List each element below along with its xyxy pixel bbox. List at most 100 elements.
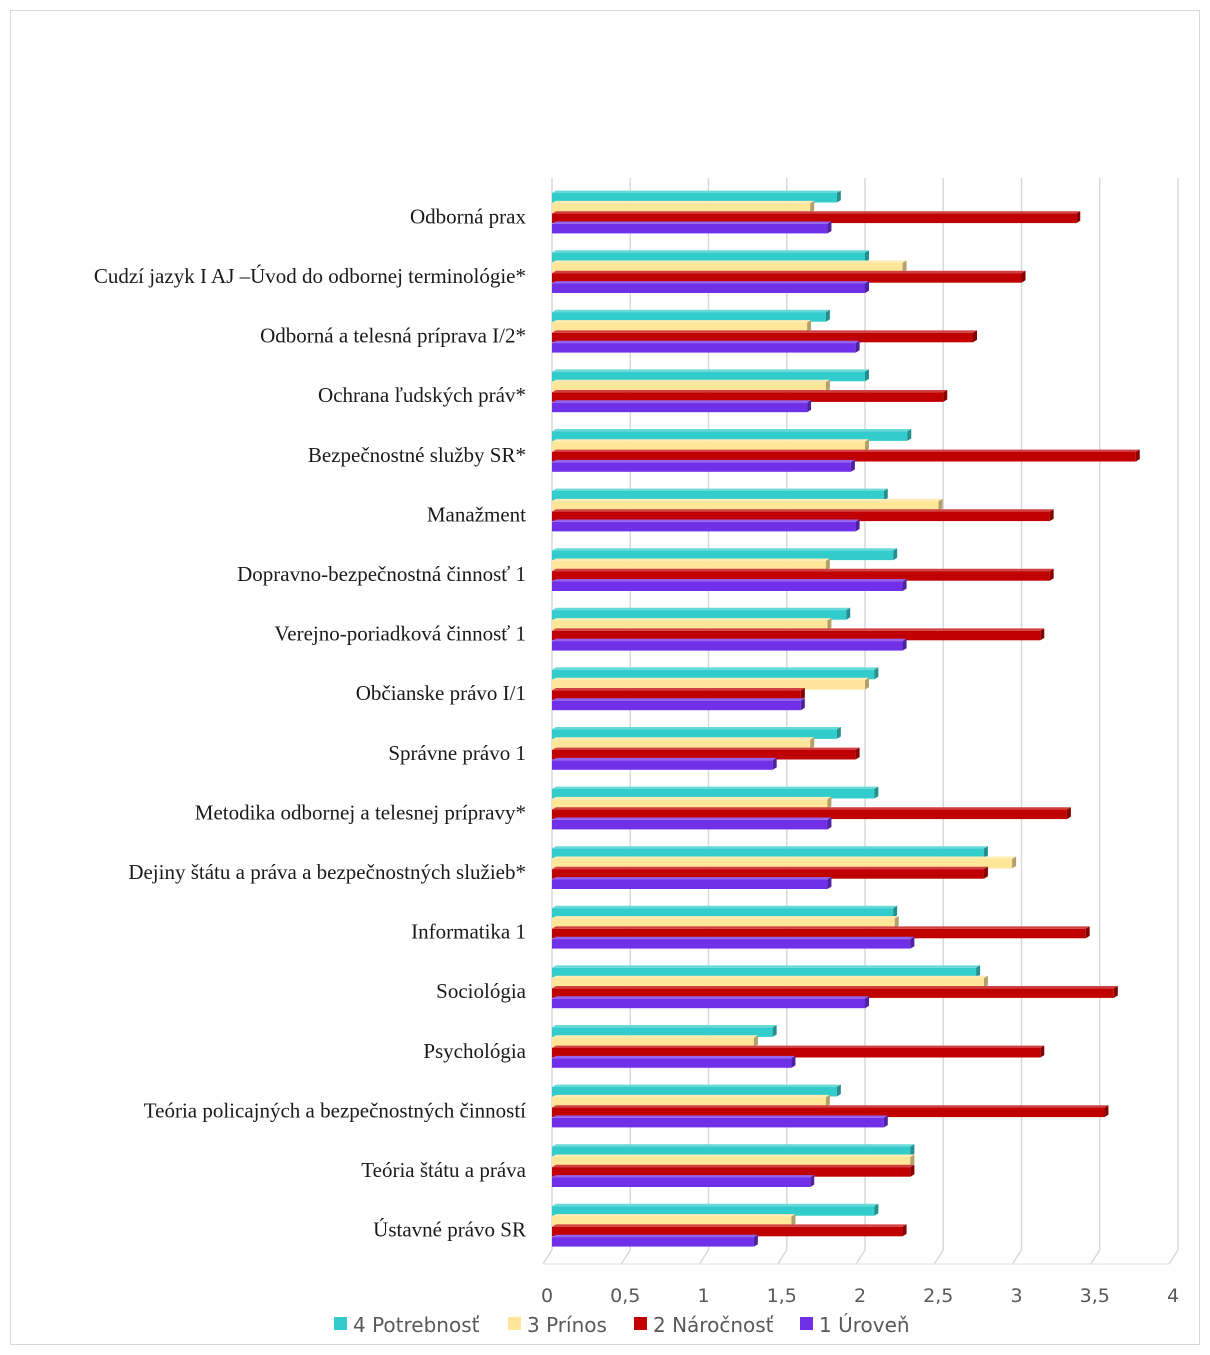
bar-end: [865, 281, 869, 293]
bar-end: [865, 439, 869, 452]
bar-top: [552, 1105, 1109, 1108]
bar-top: [552, 1164, 915, 1168]
bar: [552, 203, 811, 213]
category-label: Informatika 1: [411, 920, 526, 944]
bar-top: [552, 270, 1026, 274]
bar-end: [753, 1234, 758, 1247]
bar-top: [552, 1214, 796, 1217]
bar: [552, 1027, 773, 1037]
x-tick-label: 3,5: [1080, 1285, 1110, 1307]
bar-top: [552, 429, 912, 432]
bar-end: [910, 1164, 915, 1177]
bar: [552, 680, 865, 690]
bar: [552, 343, 856, 353]
bar-end: [983, 975, 988, 988]
gridline-floor: [933, 1249, 944, 1265]
bar-end: [836, 727, 841, 739]
bar: [552, 262, 903, 273]
x-tick-label: 2,5: [923, 1285, 953, 1307]
x-tick-label: 2: [854, 1285, 866, 1307]
bar-top: [552, 747, 860, 750]
bar: [552, 402, 808, 413]
bar-end: [910, 1154, 915, 1167]
bar: [552, 501, 939, 511]
bar: [552, 1167, 911, 1177]
category-label: Bezpečnostné služby SR*: [308, 443, 526, 467]
bar: [552, 848, 984, 859]
bar-top: [552, 846, 988, 849]
bar: [552, 1156, 911, 1167]
bar: [552, 521, 856, 532]
gridline-floor: [777, 1249, 788, 1265]
bar-top: [552, 320, 812, 323]
bar: [552, 511, 1050, 522]
bar-end: [855, 340, 860, 353]
bar-top: [552, 638, 907, 642]
bar-end: [865, 369, 869, 382]
bar-end: [1040, 628, 1045, 641]
x-tick-label: 0: [541, 1285, 553, 1307]
bar: [552, 322, 808, 332]
bar: [552, 641, 903, 651]
bar-top: [552, 916, 899, 919]
bar: [552, 1117, 884, 1128]
bar-top: [552, 727, 841, 730]
bar-top: [552, 817, 832, 820]
bar-end: [1135, 449, 1140, 462]
bar-end: [827, 796, 832, 809]
x-tick-label: 0,5: [610, 1285, 640, 1307]
bar-top: [552, 1203, 879, 1207]
bar-top: [552, 488, 888, 491]
category-label: Občianske právo I/1: [356, 681, 526, 705]
bar-top: [552, 796, 832, 800]
bar-end: [825, 309, 830, 322]
x-tick-label: 3: [1010, 1285, 1022, 1307]
bar-end: [810, 200, 815, 213]
bar-end: [810, 1175, 815, 1187]
bar-top: [552, 1224, 907, 1227]
category-label: Odborná a telesná príprava I/2*: [260, 324, 526, 348]
bar-top: [552, 926, 1090, 929]
bar: [552, 669, 875, 680]
bar: [552, 869, 984, 879]
bar-end: [827, 221, 832, 234]
bar: [552, 223, 828, 234]
category-label: Teória policajných a bezpečnostných činn…: [144, 1098, 526, 1122]
bar-top: [552, 757, 777, 761]
bar: [552, 1097, 826, 1107]
bar: [552, 392, 944, 402]
bar-end: [807, 400, 812, 413]
bar-top: [552, 250, 869, 253]
bar-end: [1066, 807, 1071, 820]
bar-top: [552, 786, 879, 789]
legend-label: 2 Náročnosť: [653, 1313, 774, 1337]
bar: [552, 939, 911, 949]
bar-end: [1076, 211, 1081, 224]
bar: [552, 928, 1086, 939]
bar-end: [772, 757, 777, 770]
bar-top: [552, 905, 898, 909]
bar: [552, 1107, 1105, 1118]
bar-top: [552, 579, 907, 582]
bar-top: [552, 449, 1140, 452]
bar-end: [943, 390, 948, 402]
bar-end: [1049, 568, 1054, 581]
category-label: Dejiny štátu a práva a bezpečnostných sl…: [128, 860, 526, 884]
bar-top: [552, 677, 869, 681]
bar-end: [902, 260, 907, 273]
bar: [552, 1048, 1041, 1058]
bar-end: [865, 996, 869, 1009]
bar-top: [552, 866, 988, 870]
bar: [552, 571, 1050, 581]
bar-top: [552, 200, 815, 204]
bar-end: [1040, 1045, 1045, 1058]
bar-end: [791, 1055, 796, 1068]
x-tick-label: 1,5: [767, 1285, 797, 1307]
bar: [552, 1226, 903, 1237]
bar-end: [902, 1224, 907, 1237]
bar-end: [883, 1115, 888, 1128]
bar-end: [1012, 856, 1017, 869]
bar-top: [552, 936, 915, 940]
bar: [552, 978, 984, 988]
